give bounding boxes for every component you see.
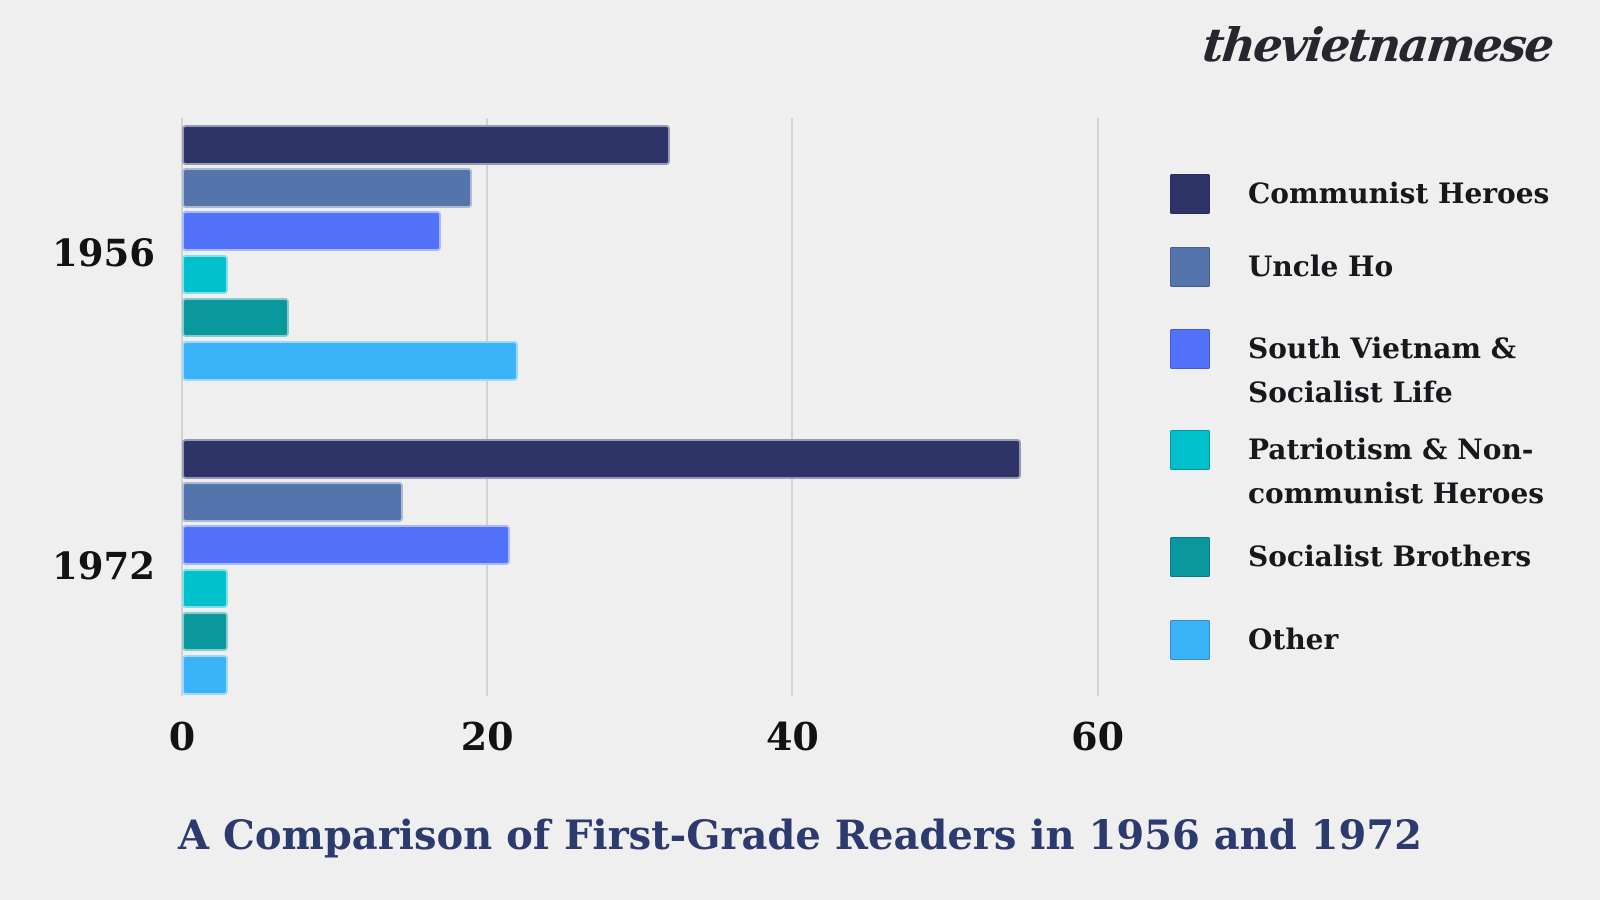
legend: Communist Heroes Uncle Ho South Vietnam & S…: [1170, 0, 1590, 900]
legend-swatch-communist-heroes: [1170, 174, 1210, 214]
legend-label: Communist Heroes: [1248, 177, 1550, 210]
legend-label: Other: [1248, 623, 1339, 656]
gridline-40: [791, 118, 794, 696]
x-tick-60: 60: [1071, 714, 1125, 759]
bar-1972-socialist-brothers: [182, 611, 228, 652]
bar-1956-patriotism-and-non-communist-heroes: [182, 254, 228, 295]
legend-label: Socialist Brothers: [1248, 540, 1532, 573]
legend-swatch-uncle-ho: [1170, 247, 1210, 287]
bar-1956-uncle-ho: [182, 168, 472, 208]
bar-1972-patriotism-and-non-communist-heroes: [182, 568, 228, 609]
bar-1972-south-vietnam-and-socialist-life: [182, 525, 511, 565]
x-tick-0: 0: [168, 714, 196, 759]
x-tick-20: 20: [460, 714, 514, 759]
y-label-1956: 1956: [52, 231, 155, 275]
gridline-60: [1096, 118, 1099, 696]
bar-1956-communist-heroes: [182, 125, 671, 165]
legend-label: Patriotism & Non-communist Heroes: [1248, 433, 1545, 510]
gridline-0: [181, 118, 183, 696]
bar-1972-communist-heroes: [182, 439, 1022, 479]
y-label-1972: 1972: [52, 544, 155, 588]
legend-label: Uncle Ho: [1248, 250, 1394, 283]
bar-1956-south-vietnam-and-socialist-life: [182, 211, 442, 251]
x-tick-40: 40: [765, 714, 819, 759]
bar-1956-socialist-brothers: [182, 297, 289, 338]
legend-swatch-south-vietnam-and-socialist-life: [1170, 329, 1210, 369]
legend-swatch-socialist-brothers: [1170, 537, 1210, 577]
legend-swatch-patriotism-and-non-communist-heroes: [1170, 430, 1210, 470]
chart-title: A Comparison of First-Grade Readers in 1…: [178, 812, 1422, 859]
bar-1972-other: [182, 655, 228, 695]
bar-1972-uncle-ho: [182, 482, 404, 522]
legend-label: South Vietnam & Socialist Life: [1248, 332, 1517, 409]
legend-swatch-other: [1170, 620, 1210, 660]
bar-1956-other: [182, 341, 518, 381]
gridline-20: [486, 118, 489, 696]
